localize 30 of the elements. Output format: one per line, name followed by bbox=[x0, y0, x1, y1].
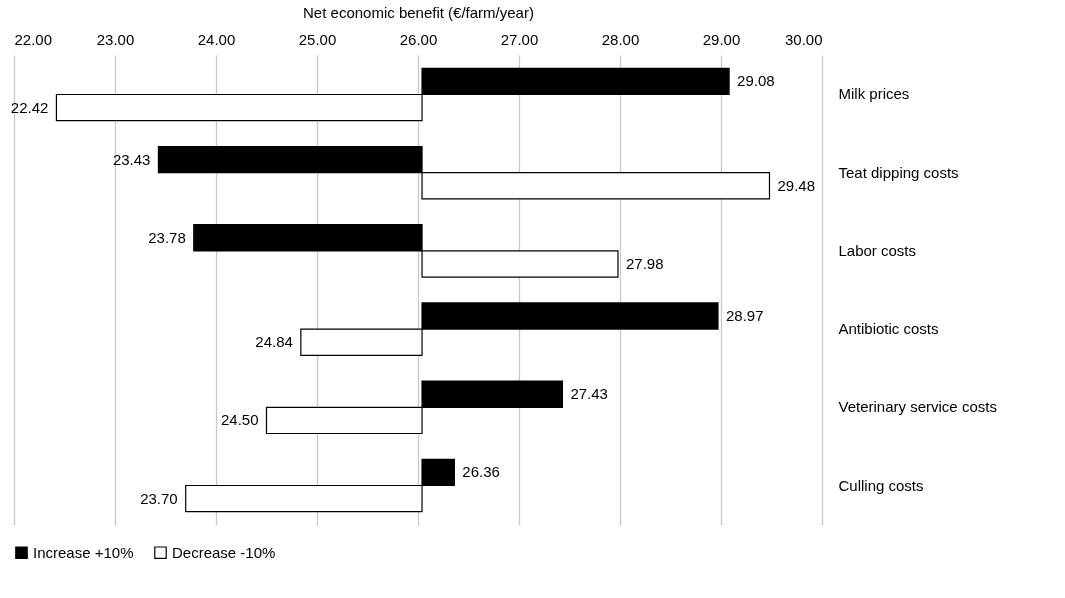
data-label: 22.42 bbox=[10, 98, 49, 116]
y-tick-label: Veterinary service costs bbox=[838, 398, 997, 416]
x-tick-label: 28.00 bbox=[601, 30, 640, 48]
x-tick-label: 29.00 bbox=[702, 30, 741, 48]
x-tick-label: 24.00 bbox=[197, 30, 236, 48]
legend-label: Decrease -10% bbox=[172, 543, 276, 561]
data-label: 23.43 bbox=[112, 150, 151, 168]
data-label: 24.50 bbox=[220, 411, 259, 429]
y-tick-label: Teat dipping costs bbox=[838, 163, 959, 181]
data-label: 28.97 bbox=[725, 307, 764, 324]
data-label: 23.70 bbox=[140, 489, 178, 507]
x-tick-label: 26.00 bbox=[399, 30, 438, 48]
x-axis-title: Net economic benefit (€/farm/year) bbox=[303, 3, 534, 21]
data-label: 23.78 bbox=[148, 228, 186, 246]
data-label: 27.43 bbox=[570, 385, 608, 403]
data-label: 26.36 bbox=[462, 463, 500, 481]
y-tick-label: Milk prices bbox=[838, 85, 910, 103]
data-label: 29.08 bbox=[737, 72, 775, 90]
y-tick-label: Labor costs bbox=[838, 241, 917, 259]
x-tick-label: 27.00 bbox=[500, 30, 539, 48]
x-tick-label: 22.00 bbox=[14, 30, 53, 48]
x-tick-label: 23.00 bbox=[96, 30, 135, 48]
y-tick-label: Culling costs bbox=[838, 476, 924, 494]
y-tick-label: Antibiotic costs bbox=[838, 320, 939, 338]
x-tick-label: 30.00 bbox=[784, 30, 823, 48]
data-label: 27.98 bbox=[625, 255, 664, 272]
legend-label: Increase +10% bbox=[33, 543, 134, 561]
x-tick-label: 25.00 bbox=[298, 30, 337, 48]
data-label: 24.84 bbox=[255, 333, 293, 351]
data-label: 29.48 bbox=[777, 176, 816, 194]
